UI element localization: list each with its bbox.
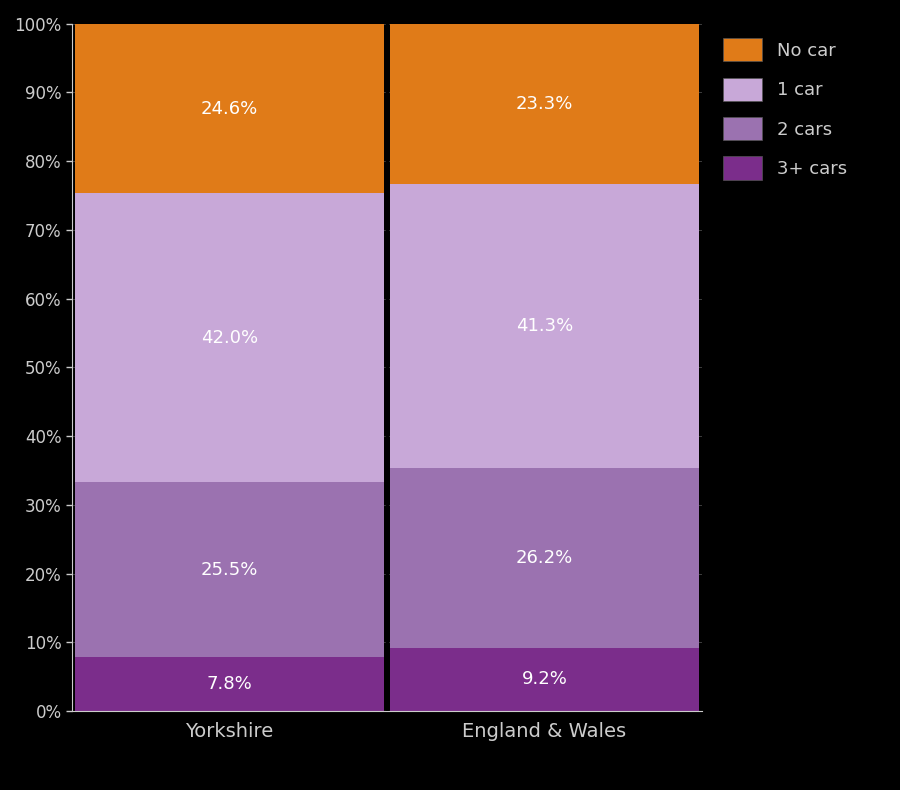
- Text: 42.0%: 42.0%: [201, 329, 258, 347]
- Bar: [391, 184, 698, 468]
- Text: 25.5%: 25.5%: [201, 561, 258, 579]
- Text: 24.6%: 24.6%: [201, 100, 258, 118]
- Text: 41.3%: 41.3%: [516, 317, 573, 335]
- Legend: No car, 1 car, 2 cars, 3+ cars: No car, 1 car, 2 cars, 3+ cars: [717, 32, 852, 185]
- Bar: [76, 194, 384, 482]
- Bar: [391, 24, 698, 184]
- Bar: [76, 482, 384, 657]
- Bar: [391, 468, 698, 648]
- Bar: [76, 24, 384, 194]
- Text: 7.8%: 7.8%: [207, 675, 252, 693]
- Text: 23.3%: 23.3%: [516, 95, 573, 113]
- Text: 26.2%: 26.2%: [516, 549, 573, 566]
- Bar: [391, 648, 698, 711]
- Text: 9.2%: 9.2%: [522, 671, 567, 688]
- Bar: [76, 657, 384, 711]
